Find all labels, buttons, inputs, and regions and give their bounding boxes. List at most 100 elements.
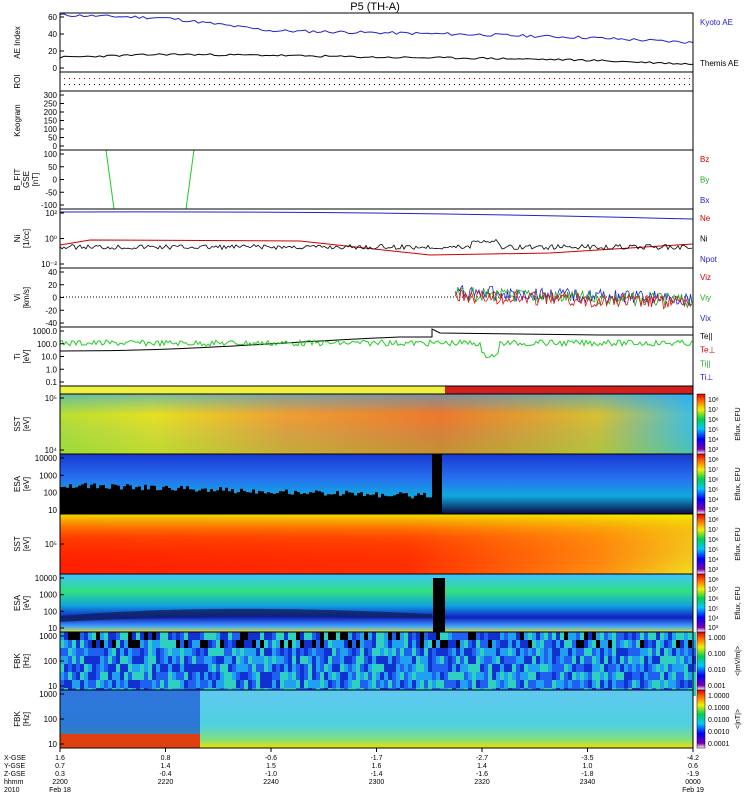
fbk-efield-cell: [588, 680, 592, 688]
fbk-efield-cell: [344, 680, 348, 688]
fbk-efield-cell: [452, 632, 456, 640]
fbk-efield-cell: [288, 632, 292, 640]
fbk-efield-cell: [200, 656, 204, 664]
ylabel-esai: [eV]: [22, 596, 31, 610]
ylabel-ni: Ni: [13, 235, 22, 243]
legend-entry: Bx: [700, 196, 709, 205]
fbk-efield-cell: [564, 648, 568, 656]
roi-dot: [549, 84, 550, 85]
fbk-efield-cell: [240, 632, 244, 640]
fbk-efield-cell: [212, 632, 216, 640]
fbk-efield-cell: [564, 680, 568, 688]
fbk-efield-cell: [656, 680, 660, 688]
fbk-efield-cell: [84, 656, 88, 664]
fbk-efield-cell: [308, 664, 312, 672]
fbk-efield-cell: [548, 680, 552, 688]
esa-electron-noise: [183, 489, 186, 514]
fbk-efield-cell: [536, 680, 540, 688]
fbk-efield-cell: [240, 648, 244, 656]
roi-dot: [389, 78, 390, 79]
fbk-efield-cell: [396, 656, 400, 664]
roi-dot: [449, 78, 450, 79]
fbk-efield-cell: [692, 648, 696, 656]
fbk-efield-cell: [68, 656, 72, 664]
roi-dot: [464, 84, 465, 85]
roi-dot: [659, 78, 660, 79]
fbk-efield-cell: [608, 680, 612, 688]
fbk-efield-cell: [596, 664, 600, 672]
roi-dot: [254, 78, 255, 79]
fbk-efield-cell: [160, 648, 164, 656]
fbk-efield-cell: [620, 640, 624, 648]
ylabel-esae: ESA: [13, 475, 22, 492]
fbk-efield-cell: [276, 656, 280, 664]
fbk-efield-cell: [352, 672, 356, 680]
roi-dot: [159, 78, 160, 79]
ytick-label: 10.0: [41, 353, 57, 362]
esa-electron-noise: [120, 489, 123, 514]
fbk-efield-cell: [132, 640, 136, 648]
esa-electron-noise: [222, 490, 225, 514]
fbk-efield-cell: [104, 664, 108, 672]
roi-dot: [474, 78, 475, 79]
fbk-efield-cell: [488, 672, 492, 680]
fbk-efield-cell: [400, 632, 404, 640]
fbk-efield-cell: [572, 680, 576, 688]
fbk-efield-cell: [564, 632, 568, 640]
fbk-efield-cell: [152, 632, 156, 640]
fbk-efield-cell: [580, 672, 584, 680]
fbk-efield-cell: [396, 680, 400, 688]
roi-dot: [354, 78, 355, 79]
fbk-efield-cell: [576, 664, 580, 672]
ytick-label: -20: [45, 306, 57, 315]
fbk-efield-cell: [532, 648, 536, 656]
fbk-efield-cell: [620, 632, 624, 640]
fbk-efield-cell: [140, 632, 144, 640]
fbk-efield-cell: [604, 680, 608, 688]
fbk-efield-cell: [472, 680, 476, 688]
ytick-label: 10⁰: [45, 235, 57, 244]
fbk-efield-cell: [212, 648, 216, 656]
fbk-efield-cell: [320, 672, 324, 680]
fbk-efield-cell: [444, 680, 448, 688]
roi-dot: [94, 78, 95, 79]
fbk-efield-cell: [684, 640, 688, 648]
fbk-efield-cell: [580, 640, 584, 648]
fbk-efield-cell: [148, 680, 152, 688]
fbk-efield-cell: [84, 672, 88, 680]
roi-dot: [529, 84, 530, 85]
axis-row-label: Y-GSE: [4, 763, 25, 770]
fbk-efield-cell: [212, 680, 216, 688]
fbk-efield-cell: [604, 648, 608, 656]
fbk-efield-cell: [416, 648, 420, 656]
ylabel-esai: ESA: [13, 594, 22, 611]
fbk-efield-cell: [584, 648, 588, 656]
fbk-efield-cell: [108, 632, 112, 640]
esa-electron-noise: [96, 488, 99, 514]
roi-dot: [289, 78, 290, 79]
fbk-efield-cell: [524, 648, 528, 656]
fbk-efield-cell: [344, 672, 348, 680]
fbk-efield-cell: [440, 640, 444, 648]
roi-dot: [509, 84, 510, 85]
roi-dot: [454, 78, 455, 79]
fbk-efield-cell: [348, 672, 352, 680]
roi-dot: [624, 84, 625, 85]
fbk-efield-cell: [324, 680, 328, 688]
ne-line: [59, 239, 694, 256]
fbk-efield-cell: [268, 672, 272, 680]
fbk-efield-cell: [612, 632, 616, 640]
fbk-efield-cell: [252, 640, 256, 648]
fbk-efield-cell: [452, 648, 456, 656]
fbk-efield-cell: [432, 680, 436, 688]
fbk-efield-cell: [512, 632, 516, 640]
esa-electron-noise: [138, 486, 141, 514]
fbk-efield-cell: [160, 632, 164, 640]
fbk-efield-cell: [208, 648, 212, 656]
fbk-efield-cell: [456, 640, 460, 648]
fbk-efield-cell: [144, 664, 148, 672]
ytick-label: 100: [44, 150, 58, 159]
esa-electron-noise: [78, 485, 81, 514]
esa-electron-noise: [102, 484, 105, 514]
esa-electron-noise: [114, 484, 117, 514]
